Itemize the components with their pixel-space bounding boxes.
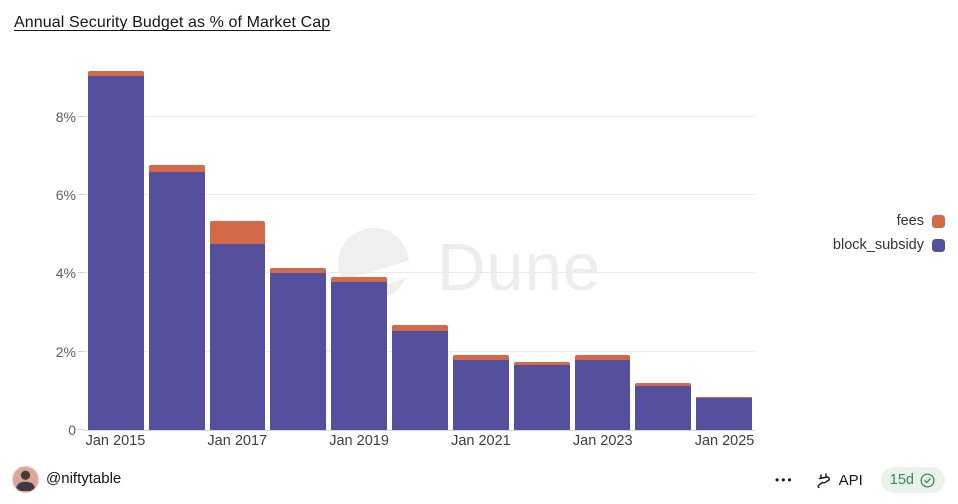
bar-segment-fees[interactable] (696, 397, 752, 398)
avatar[interactable] (12, 466, 39, 493)
y-tick-mark (78, 272, 85, 274)
bar-column[interactable] (513, 58, 570, 430)
chart-title[interactable]: Annual Security Budget as % of Market Ca… (14, 14, 331, 31)
author-handle[interactable]: @niftytable (46, 470, 122, 487)
legend-label: fees (896, 213, 924, 229)
freshness-badge[interactable]: 15d (880, 467, 945, 493)
bar-segment-fees[interactable] (88, 70, 144, 76)
api-button[interactable]: API (814, 471, 863, 490)
gridline (85, 115, 755, 117)
x-tick-label: Jan 2019 (329, 433, 389, 449)
legend-label: block_subsidy (832, 237, 924, 253)
bar-segment-block-subsidy[interactable] (635, 386, 692, 430)
bar-column[interactable] (574, 58, 631, 430)
x-tick-label: Jan 2023 (572, 433, 633, 449)
plug-icon (817, 472, 830, 488)
y-axis-labels: 0 2% 4% 6% 8% (0, 58, 76, 438)
bar-segment-block-subsidy[interactable] (270, 273, 327, 430)
bar-segment-block-subsidy[interactable] (331, 281, 388, 430)
bar-column[interactable] (635, 58, 692, 430)
footer-bar: @niftytable ••• API 15d (0, 464, 958, 496)
x-tick-label: Jan 2025 (694, 433, 755, 449)
y-tick-mark (78, 429, 85, 430)
bar-segment-fees[interactable] (392, 325, 448, 332)
legend-swatch (932, 214, 945, 228)
bar-segment-fees[interactable] (270, 267, 327, 274)
bar-column[interactable] (452, 58, 509, 430)
bar-column[interactable] (392, 58, 448, 430)
bar-segment-fees[interactable] (635, 383, 692, 387)
y-tick-label: 8% (55, 108, 76, 125)
verified-check-icon (920, 472, 935, 488)
bar-series-container (85, 58, 755, 430)
x-tick-label: Jan 2015 (85, 433, 146, 449)
footer-actions: ••• API 15d (773, 464, 945, 496)
bar-segment-block-subsidy[interactable] (696, 397, 752, 430)
bar-column[interactable] (148, 58, 205, 430)
y-tick-label: 4% (55, 265, 76, 282)
x-tick-label: Jan 2021 (451, 433, 511, 449)
x-tick-label: Jan 2017 (207, 433, 268, 449)
gridline (85, 272, 755, 274)
bar-segment-block-subsidy[interactable] (392, 331, 448, 430)
bar-segment-block-subsidy[interactable] (452, 360, 509, 430)
bar-segment-fees[interactable] (209, 220, 266, 244)
bar-segment-fees[interactable] (513, 361, 570, 365)
legend-item-block_subsidy[interactable]: block_subsidy (833, 237, 945, 253)
bar-segment-block-subsidy[interactable] (209, 243, 266, 430)
dune-watermark-text: Dune (437, 230, 602, 305)
bar-column[interactable] (270, 58, 327, 430)
bar-segment-fees[interactable] (148, 164, 205, 173)
bar-column[interactable] (209, 58, 266, 430)
bar-segment-block-subsidy[interactable] (88, 75, 144, 430)
bar-column[interactable] (696, 58, 752, 430)
bar-segment-fees[interactable] (452, 355, 509, 361)
bar-segment-fees[interactable] (331, 277, 388, 282)
y-tick-mark (78, 194, 85, 196)
bar-column[interactable] (88, 58, 144, 430)
bar-segment-block-subsidy[interactable] (574, 359, 631, 430)
legend-swatch (932, 238, 945, 252)
bar-segment-block-subsidy[interactable] (513, 365, 570, 430)
freshness-badge-text: 15d (889, 472, 914, 488)
gridline (85, 194, 755, 196)
person-icon (15, 470, 36, 491)
y-tick-label: 2% (55, 343, 76, 360)
y-tick-label: 6% (55, 187, 76, 204)
x-axis-labels: Jan 2015 Jan 2017 Jan 2019 Jan 2021 Jan 2023… (85, 433, 755, 453)
bar-column[interactable] (331, 58, 388, 430)
bar-segment-fees[interactable] (574, 355, 631, 360)
y-tick-mark (78, 350, 85, 352)
bar-segment-block-subsidy[interactable] (148, 172, 205, 430)
more-options-button[interactable]: ••• (775, 473, 794, 487)
api-label: API (838, 471, 863, 489)
y-tick-mark (78, 115, 85, 117)
y-tick-label: 0 (68, 422, 76, 438)
chart-legend: fees block_subsidy (833, 213, 945, 253)
legend-item-fees[interactable]: fees (897, 213, 945, 229)
plot-area: Dune (78, 58, 755, 431)
